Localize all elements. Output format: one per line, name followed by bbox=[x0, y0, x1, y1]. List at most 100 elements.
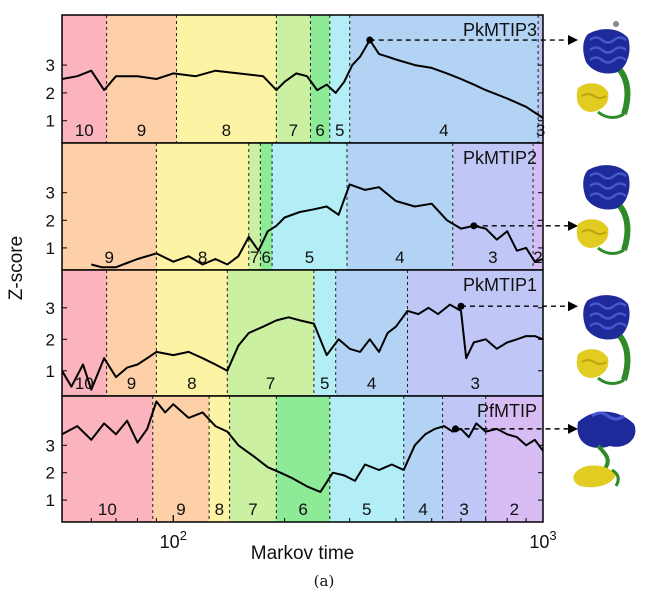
y-tick-label: 1 bbox=[46, 112, 55, 131]
region-band bbox=[349, 15, 539, 143]
region-band bbox=[329, 396, 404, 522]
y-tick-label: 2 bbox=[46, 84, 55, 103]
helix-detail bbox=[591, 411, 625, 421]
green-helix bbox=[617, 68, 631, 115]
y-tick-label: 3 bbox=[46, 56, 55, 75]
region-band bbox=[62, 396, 153, 522]
region-band bbox=[538, 15, 543, 143]
blue-domain bbox=[577, 411, 636, 448]
panel-title: PkMTIP3 bbox=[463, 20, 537, 40]
region-band bbox=[276, 15, 311, 143]
region-label: 7 bbox=[266, 374, 275, 393]
region-label: 3 bbox=[459, 500, 468, 519]
panel-frame bbox=[61, 395, 544, 523]
panel-title: PfMTIP bbox=[477, 401, 537, 421]
region-label: 7 bbox=[289, 121, 298, 140]
region-label: 4 bbox=[367, 374, 376, 393]
region-label: 3 bbox=[471, 374, 480, 393]
region-band bbox=[335, 270, 408, 396]
protein-structure-image bbox=[576, 21, 631, 119]
y-tick-label: 2 bbox=[46, 464, 55, 483]
green-helix bbox=[617, 204, 631, 251]
green-loop bbox=[597, 246, 625, 255]
region-band bbox=[156, 270, 228, 396]
y-tick-label: 2 bbox=[46, 330, 55, 349]
region-band bbox=[156, 143, 249, 270]
region-label: 4 bbox=[439, 121, 448, 140]
helix-detail bbox=[589, 46, 627, 54]
y-tick-label: 1 bbox=[46, 239, 55, 258]
region-band bbox=[62, 270, 107, 396]
region-label: 10 bbox=[98, 500, 117, 519]
arrow-head bbox=[568, 220, 578, 231]
helix-detail bbox=[589, 182, 627, 190]
region-band bbox=[276, 396, 330, 522]
z-score-line bbox=[62, 303, 543, 391]
region-label: 9 bbox=[137, 121, 146, 140]
region-label: 9 bbox=[176, 500, 185, 519]
region-label: 6 bbox=[261, 248, 270, 267]
panel-pkmtip2: 9 8 7 6 5 4 3 2 1 2 3 PkMTIP2 bbox=[46, 142, 578, 271]
y-tick-label: 3 bbox=[46, 436, 55, 455]
helix-detail bbox=[589, 312, 627, 320]
region-label: 8 bbox=[215, 500, 224, 519]
region-label: 5 bbox=[305, 248, 314, 267]
region-label: 10 bbox=[75, 121, 94, 140]
region-label: 2 bbox=[510, 500, 519, 519]
region-label: 8 bbox=[187, 374, 196, 393]
y-tick-label: 3 bbox=[46, 299, 55, 318]
green-loop bbox=[597, 376, 625, 385]
region-band bbox=[227, 270, 314, 396]
helix-detail bbox=[581, 359, 607, 365]
region-label: 10 bbox=[75, 374, 94, 393]
arrow-head bbox=[568, 301, 578, 312]
panel-pkmtip1: 10 9 8 7 5 4 3 1 2 3 PkMTIP1 bbox=[46, 269, 578, 397]
yellow-domain bbox=[576, 83, 609, 112]
region-label: 7 bbox=[248, 500, 257, 519]
figure-caption: (a) bbox=[313, 572, 335, 590]
region-band bbox=[310, 15, 330, 143]
helix-detail bbox=[589, 56, 627, 64]
y-tick-label: 3 bbox=[46, 184, 55, 203]
region-label: 5 bbox=[320, 374, 329, 393]
region-band bbox=[403, 396, 443, 522]
region-label: 5 bbox=[362, 500, 371, 519]
yellow-domain bbox=[576, 219, 609, 248]
green-tail bbox=[611, 468, 620, 487]
x-tick-label: 102 bbox=[160, 528, 187, 552]
region-label: 4 bbox=[395, 248, 404, 267]
yellow-domain bbox=[573, 465, 616, 488]
arrow-head bbox=[568, 35, 578, 46]
panel-pfmtip: 10 9 8 7 6 5 4 3 2 1 2 3 PfMTIP bbox=[46, 395, 578, 523]
region-band bbox=[407, 270, 543, 396]
z-score-line bbox=[91, 183, 543, 269]
helix-detail bbox=[589, 36, 627, 44]
region-label: 3 bbox=[488, 248, 497, 267]
helix-detail bbox=[589, 302, 627, 310]
region-band bbox=[442, 396, 486, 522]
z-score-line bbox=[62, 39, 543, 119]
green-loop bbox=[597, 110, 625, 119]
region-label: 6 bbox=[315, 121, 324, 140]
region-band bbox=[260, 143, 273, 270]
panel-pkmtip3: 10 9 8 7 6 5 4 3 1 2 3 PkMTIP3 bbox=[46, 14, 578, 144]
region-label: 4 bbox=[418, 500, 427, 519]
y-tick-label: 1 bbox=[46, 491, 55, 510]
region-label: 8 bbox=[222, 121, 231, 140]
region-label: 3 bbox=[536, 121, 545, 140]
x-axis-label: Markov time bbox=[251, 543, 354, 564]
protein-structure-image bbox=[576, 295, 631, 385]
arrow-head bbox=[568, 423, 578, 434]
protein-structure-image bbox=[576, 165, 631, 255]
region-band bbox=[62, 15, 107, 143]
green-helix bbox=[617, 334, 631, 381]
region-label: 5 bbox=[335, 121, 344, 140]
region-band bbox=[272, 143, 347, 270]
y-tick-label: 2 bbox=[46, 211, 55, 230]
region-band bbox=[329, 15, 350, 143]
helix-detail bbox=[589, 322, 627, 330]
region-band bbox=[248, 143, 261, 270]
region-label: 7 bbox=[250, 248, 259, 267]
z-score-line bbox=[62, 400, 543, 493]
